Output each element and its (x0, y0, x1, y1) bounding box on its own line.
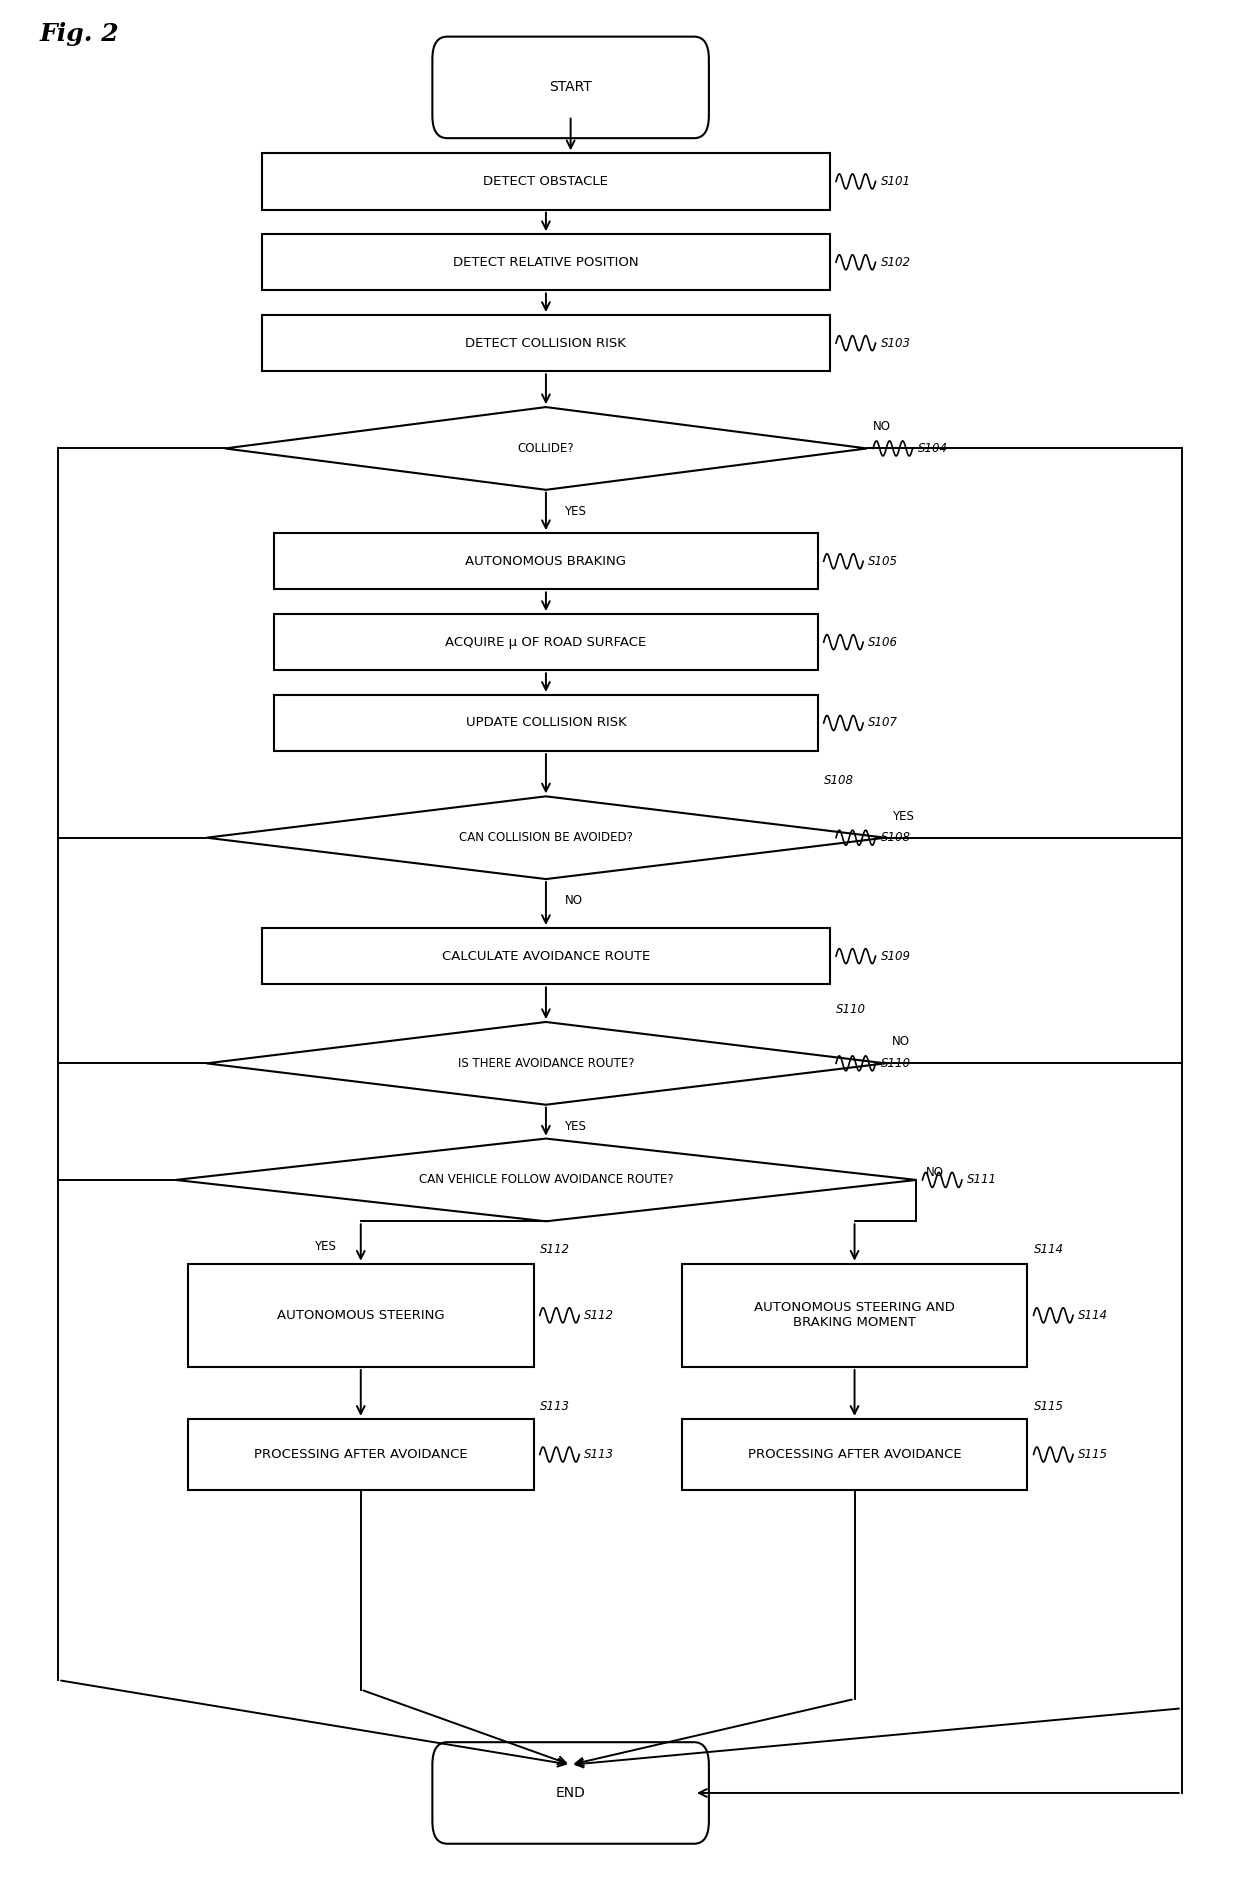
Bar (188, 1264, 533, 1367)
Text: S113: S113 (539, 1399, 569, 1413)
Text: S110: S110 (836, 1003, 866, 1017)
Text: YES: YES (314, 1241, 336, 1252)
Text: S106: S106 (868, 636, 898, 649)
Text: NO: NO (564, 894, 583, 907)
Text: S114: S114 (1033, 1243, 1064, 1256)
Text: S114: S114 (1078, 1309, 1109, 1322)
Text: S109: S109 (880, 951, 910, 962)
Polygon shape (224, 407, 867, 490)
Text: DETECT COLLISION RISK: DETECT COLLISION RISK (465, 336, 626, 349)
Polygon shape (176, 1139, 916, 1222)
Text: S108: S108 (823, 773, 853, 786)
Bar (274, 615, 817, 670)
FancyBboxPatch shape (433, 1743, 709, 1845)
Text: IS THERE AVOIDANCE ROUTE?: IS THERE AVOIDANCE ROUTE? (458, 1056, 634, 1069)
Text: CAN COLLISION BE AVOIDED?: CAN COLLISION BE AVOIDED? (459, 832, 632, 845)
Text: S115: S115 (1033, 1399, 1064, 1413)
Bar (682, 1418, 1028, 1490)
Text: END: END (556, 1786, 585, 1799)
Text: UPDATE COLLISION RISK: UPDATE COLLISION RISK (465, 717, 626, 730)
Polygon shape (207, 796, 885, 879)
Text: S103: S103 (880, 336, 910, 349)
Text: NO: NO (892, 1035, 910, 1049)
Text: NO: NO (873, 421, 892, 434)
Text: YES: YES (892, 809, 914, 822)
Bar (262, 315, 830, 372)
Text: S115: S115 (1078, 1448, 1109, 1462)
Text: YES: YES (564, 1120, 587, 1133)
Text: AUTONOMOUS STEERING: AUTONOMOUS STEERING (277, 1309, 445, 1322)
Text: Fig. 2: Fig. 2 (40, 21, 119, 45)
Text: CAN VEHICLE FOLLOW AVOIDANCE ROUTE?: CAN VEHICLE FOLLOW AVOIDANCE ROUTE? (419, 1173, 673, 1186)
Text: S107: S107 (868, 717, 898, 730)
Text: PROCESSING AFTER AVOIDANCE: PROCESSING AFTER AVOIDANCE (748, 1448, 961, 1462)
Text: S105: S105 (868, 554, 898, 568)
Text: S111: S111 (967, 1173, 997, 1186)
Bar (262, 234, 830, 290)
Text: COLLIDE?: COLLIDE? (517, 441, 574, 455)
Text: S112: S112 (539, 1243, 569, 1256)
Bar (262, 153, 830, 209)
Text: S108: S108 (880, 832, 910, 845)
Text: S101: S101 (880, 175, 910, 189)
Text: NO: NO (926, 1166, 944, 1179)
Text: CALCULATE AVOIDANCE ROUTE: CALCULATE AVOIDANCE ROUTE (441, 951, 650, 962)
Text: DETECT OBSTACLE: DETECT OBSTACLE (484, 175, 609, 189)
Text: S104: S104 (918, 441, 947, 455)
Text: AUTONOMOUS BRAKING: AUTONOMOUS BRAKING (465, 554, 626, 568)
Bar (682, 1264, 1028, 1367)
Text: S110: S110 (880, 1056, 910, 1069)
Bar (274, 534, 817, 590)
Text: S113: S113 (584, 1448, 614, 1462)
Text: AUTONOMOUS STEERING AND
BRAKING MOMENT: AUTONOMOUS STEERING AND BRAKING MOMENT (754, 1301, 955, 1330)
Text: YES: YES (564, 505, 587, 519)
Text: START: START (549, 81, 591, 94)
Text: DETECT RELATIVE POSITION: DETECT RELATIVE POSITION (453, 256, 639, 270)
Polygon shape (207, 1022, 885, 1105)
Text: PROCESSING AFTER AVOIDANCE: PROCESSING AFTER AVOIDANCE (254, 1448, 467, 1462)
FancyBboxPatch shape (433, 36, 709, 138)
Bar (274, 694, 817, 751)
Bar (188, 1418, 533, 1490)
Text: S102: S102 (880, 256, 910, 270)
Text: S112: S112 (584, 1309, 614, 1322)
Bar (262, 928, 830, 984)
Text: ACQUIRE μ OF ROAD SURFACE: ACQUIRE μ OF ROAD SURFACE (445, 636, 646, 649)
